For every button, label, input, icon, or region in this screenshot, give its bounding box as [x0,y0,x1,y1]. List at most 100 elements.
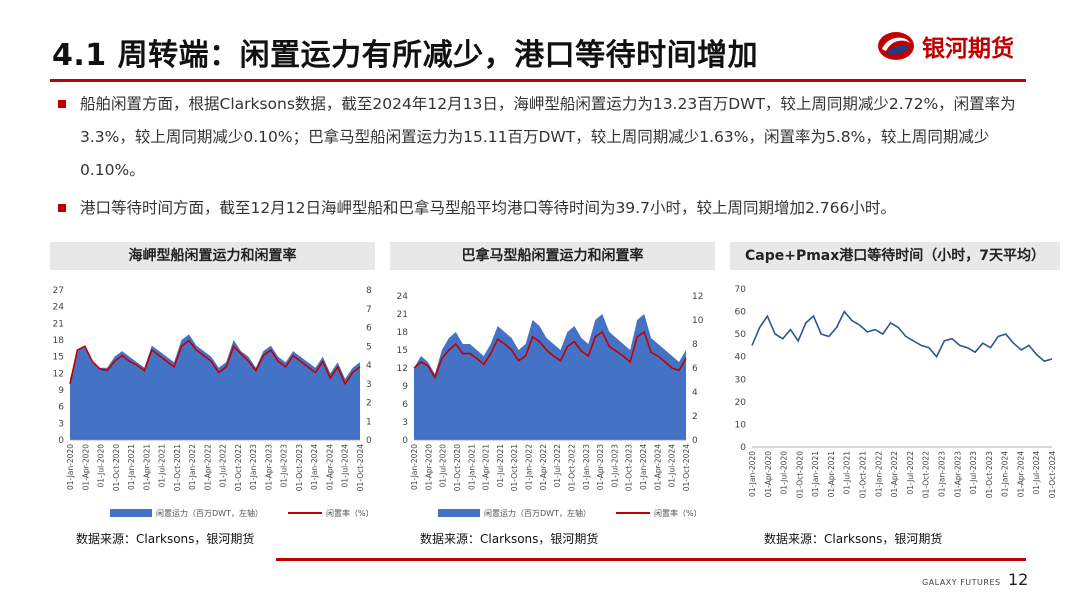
y-right-tick-label: 4 [366,361,372,371]
series-area-idle-capacity [414,314,686,440]
x-tick-label: 01-Oct-2021 [859,451,868,498]
x-tick-label: 01-Jul-2021 [158,444,167,488]
series-line-idle-rate [413,330,687,380]
bullet-idle-capacity: 船舶闲置方面，根据Clarksons数据，截至2024年12月13日，海岬型船闲… [58,88,1026,187]
chart-capesize-idle: 海岬型船闲置运力和闲置率 0 3 6 9 12 15 18 21 24 27 0 1 2 3 4 5 6 7 8 01… [50,242,375,527]
y-left-tick-label: 27 [53,286,64,296]
x-tick-label: 01-Apr-2020 [81,444,90,491]
x-tick-label: 01-Oct-2023 [295,444,304,491]
bullet-marker [58,100,66,108]
y-right-tick-label: 2 [692,412,698,422]
y-right-tick-label: 6 [366,324,372,334]
y-left-tick-label: 9 [402,382,408,392]
x-tick-label: 01-Jul-2023 [280,444,289,488]
x-tick-label: 01-Jan-2020 [66,444,75,490]
y-left-tick-label: 6 [58,403,64,413]
x-tick-label: 01-Apr-2022 [890,451,899,498]
bullet-port-waiting: 港口等待时间方面，截至12月12日海岬型船和巴拿马型船平均港口等待时间为39.7… [58,192,1026,225]
x-tick-label: 01-Apr-2021 [827,451,836,498]
x-tick-label: 01-Jan-2024 [639,444,648,490]
x-tick-label: 01-Oct-2022 [234,444,243,491]
chart-port-waiting: Cape+Pmax港口等待时间（小时，7天平均） 0 10 20 30 40 50 60 70… [730,242,1060,527]
x-tick-label: 01-Jan-2023 [937,451,946,497]
x-tick-label: 01-Oct-2020 [112,444,121,491]
x-tick-label: 01-Apr-2021 [482,444,491,491]
x-tick-label: 01-Apr-2021 [142,444,151,491]
source-note-3: 数据来源：Clarksons，银河期货 [764,532,943,546]
y-right-tick-label: 12 [692,292,703,302]
x-tick-label: 01-Oct-2021 [173,444,182,491]
x-tick-label: 01-Apr-2024 [325,444,334,491]
y-left-tick-label: 0 [58,436,64,446]
source-note-2: 数据来源：Clarksons，银河期货 [420,532,599,546]
x-tick-label: 01-Jan-2022 [874,451,883,497]
x-tick-label: 01-Jul-2023 [969,451,978,495]
x-tick-label: 01-Oct-2022 [567,444,576,491]
y-right-tick-label: 3 [366,380,372,390]
title-divider [50,79,1026,82]
y-left-tick-label: 50 [735,330,747,340]
y-left-tick-label: 20 [735,398,747,408]
y-left-tick-label: 18 [53,336,65,346]
y-left-tick-label: 24 [53,303,65,313]
x-tick-label: 01-Jul-2023 [610,444,619,488]
x-tick-label: 01-Jul-2022 [553,444,562,488]
x-tick-label: 01-Jul-2024 [341,444,350,488]
x-tick-label: 01-Jan-2022 [188,444,197,490]
x-tick-label: 01-Jul-2024 [1032,451,1041,495]
y-right-tick-label: 8 [366,286,372,296]
x-tick-label: 01-Jan-2023 [582,444,591,490]
x-tick-label: 01-Jan-2022 [525,444,534,490]
y-left-tick-label: 70 [735,285,747,295]
chart-panamax-idle: 巴拿马型船闲置运力和闲置率 0 3 6 9 12 15 18 21 24 0 2 4 6 8 10 12 01-… [390,242,715,527]
page-number: 12 [1008,570,1029,589]
x-tick-label: 01-Oct-2020 [453,444,462,491]
x-tick-label: 01-Oct-2021 [510,444,519,491]
x-tick-label: 01-Apr-2024 [653,444,662,491]
chart-title: Cape+Pmax港口等待时间（小时，7天平均） [730,242,1060,270]
x-tick-label: 01-Oct-2022 [922,451,931,498]
y-left-tick-label: 10 [735,420,747,430]
legend-label-area: 闲置运力（百万DWT，左轴） [484,508,591,518]
bullet-text: 港口等待时间方面，截至12月12日海岬型船和巴拿马型船平均港口等待时间为39.7… [80,199,896,217]
y-right-tick-label: 8 [692,340,698,350]
x-tick-label: 01-Jan-2023 [249,444,258,490]
y-left-tick-label: 9 [58,386,64,396]
footer-divider [276,558,1026,561]
x-tick-label: 01-Jul-2020 [780,451,789,495]
x-tick-label: 01-Jul-2020 [439,444,448,488]
y-right-tick-label: 1 [366,417,372,427]
x-tick-label: 01-Apr-2023 [953,451,962,498]
x-tick-label: 01-Jul-2021 [496,444,505,488]
x-tick-label: 01-Jan-2021 [467,444,476,490]
footer-brand: GALAXY FUTURES [922,578,1001,587]
y-left-tick-label: 6 [402,400,408,410]
y-left-tick-label: 0 [402,436,408,446]
page-title: 4.1 周转端：闲置运力有所减少，港口等待时间增加 [52,38,759,73]
y-left-tick-label: 15 [53,353,64,363]
x-tick-label: 01-Jan-2024 [1001,451,1010,497]
y-left-tick-label: 12 [397,364,408,374]
chart-title: 巴拿马型船闲置运力和闲置率 [390,242,715,270]
bullet-marker [58,204,66,212]
y-right-tick-label: 4 [692,388,698,398]
legend-label-area: 闲置运力（百万DWT，左轴） [156,508,263,518]
x-tick-label: 01-Apr-2022 [203,444,212,491]
x-tick-label: 01-Apr-2020 [764,451,773,498]
y-left-tick-label: 21 [397,310,408,320]
x-tick-label: 01-Apr-2024 [1016,451,1025,498]
x-tick-label: 01-Oct-2023 [985,451,994,498]
y-right-tick-label: 6 [692,364,698,374]
series-line-idle-rate [69,339,361,386]
y-right-tick-label: 0 [366,436,372,446]
legend-label-line: 闲置率（%） [326,508,374,518]
legend-swatch-area [110,509,152,517]
y-left-tick-label: 3 [402,418,408,428]
y-right-tick-label: 0 [692,436,698,446]
x-tick-label: 01-Oct-2024 [1048,451,1057,498]
source-note-1: 数据来源：Clarksons，银河期货 [76,532,255,546]
x-tick-label: 01-Oct-2023 [625,444,634,491]
y-left-tick-label: 0 [740,443,746,453]
